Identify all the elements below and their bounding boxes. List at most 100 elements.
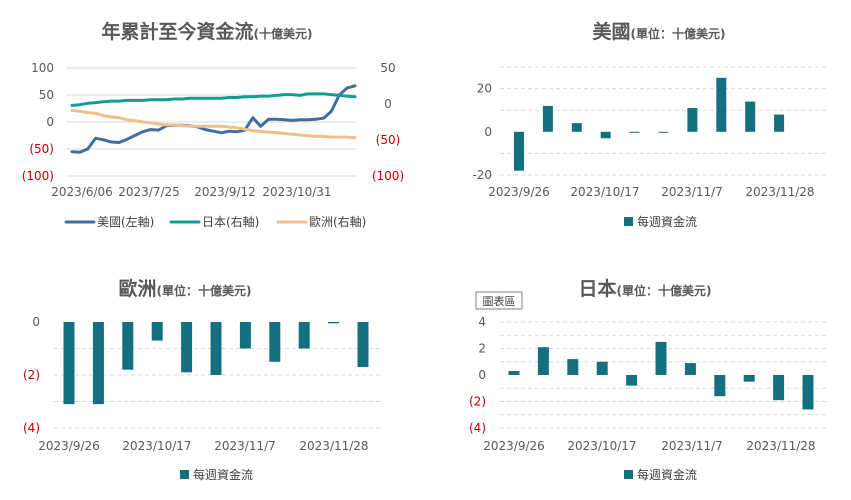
chart3-bar — [210, 322, 222, 375]
chart-area-tag[interactable]: 圖表區 — [475, 291, 523, 310]
chart2-bar — [745, 101, 756, 132]
chart3-bar — [328, 322, 340, 324]
chart2-x-tick: 2023/11/7 — [661, 185, 723, 199]
chart4-bar — [714, 375, 726, 397]
chart3-y-tick: (4) — [23, 421, 40, 435]
chart2-bar — [514, 131, 524, 171]
chart2-y-tick: 0 — [484, 125, 492, 139]
chart2-bar — [542, 105, 553, 132]
chart4-x-tick: 2023/10/17 — [567, 439, 636, 453]
chart2-bar — [687, 108, 698, 132]
chart4-bar — [626, 375, 638, 386]
chart1-x-tick: 2023/9/12 — [194, 185, 256, 199]
chart4-bar — [567, 359, 579, 375]
chart3-bar — [181, 322, 193, 373]
chart1-title-sub: (十億美元) — [254, 26, 313, 41]
chart4-legend-swatch — [624, 470, 633, 479]
chart3-bar — [63, 322, 75, 405]
chart2-plot: 20 0 -20 2023/9/26 2023/10/17 2023/11/7 2023/1… — [472, 66, 826, 199]
chart4-bar — [655, 341, 667, 375]
chart1-line-us — [70, 84, 357, 154]
chart-area-tag-box — [475, 291, 523, 310]
chart2-y-tick: 20 — [477, 82, 492, 96]
chart2-x-tick: 2023/9/26 — [488, 185, 550, 199]
chart1-line-europe — [70, 109, 357, 140]
chart2-title: 美國(單位：十億美元) — [593, 20, 726, 43]
chart2-x-tick: 2023/10/17 — [570, 185, 639, 199]
chart1-right-tick: 50 — [380, 61, 395, 75]
chart3-x-tick: 2023/9/26 — [38, 439, 100, 453]
chart3-y-tick: (2) — [23, 368, 40, 382]
chart1-x-tick: 2023/6/06 — [51, 185, 113, 199]
chart3-title-main: 歐洲 — [119, 277, 157, 300]
chart4-title-main: 日本 — [579, 277, 617, 300]
chart2-x-tick: 2023/11/28 — [745, 185, 814, 199]
chart4-bar — [802, 375, 814, 410]
chart2-bar — [629, 131, 640, 133]
chart2-bar — [658, 131, 669, 133]
chart1-title-main: 年累計至今資金流 — [102, 20, 254, 43]
chart4-y-tick: 0 — [478, 368, 486, 382]
chart2-legend-swatch — [624, 217, 633, 226]
chart1-left-tick: 100 — [31, 61, 54, 75]
chart1-left-tick: 50 — [39, 88, 54, 102]
chart1-right-tick: (100) — [372, 169, 404, 183]
chart4-x-tick: 2023/9/26 — [483, 439, 545, 453]
chart1-right-tick: 0 — [384, 97, 392, 111]
chart4-legend-label: 每週資金流 — [637, 467, 697, 482]
chart1-left-tick: (100) — [22, 169, 54, 183]
chart3-legend-label: 每週資金流 — [193, 467, 253, 482]
chart3-bar — [357, 322, 369, 368]
chart3-bar — [298, 322, 310, 349]
chart1-legend: 美國(左軸) 日本(右軸) 歐洲(右軸) — [64, 214, 366, 229]
chart2-bar — [774, 114, 785, 132]
chart1-left-tick: (50) — [29, 142, 54, 156]
legend-japan-label: 日本(右軸) — [202, 214, 259, 229]
chart3-bar — [239, 322, 251, 349]
chart1-line-japan — [70, 92, 357, 107]
chart4-y-tick: 2 — [478, 342, 486, 356]
chart4-bar — [596, 361, 608, 375]
chart4-bar — [773, 375, 785, 401]
chart4-title-sub: (單位：十億美元) — [617, 283, 712, 298]
chart2-bar — [571, 123, 582, 132]
legend-europe-label: 歐洲(右軸) — [309, 214, 366, 229]
chart3-title: 歐洲(單位：十億美元) — [119, 277, 252, 300]
chart1-series-lines — [70, 84, 357, 154]
chart3-y-tick: 0 — [32, 315, 40, 329]
chart-area-tag-label: 圖表區 — [483, 294, 516, 308]
chart3-bar — [122, 322, 134, 370]
chart1-x-tick: 2023/10/31 — [262, 185, 331, 199]
chart4-y-tick: 4 — [478, 315, 486, 329]
chart3-bar — [92, 322, 104, 405]
legend-us-label: 美國(左軸) — [97, 214, 154, 229]
chart4-bar — [684, 363, 696, 375]
chart2-title-main: 美國 — [593, 20, 631, 43]
ytd-flows-chart: 年累計至今資金流(十億美元) 100 50 0 (50) (100) 50 0 (50) (10… — [22, 20, 404, 229]
chart4-y-tick: (4) — [469, 421, 486, 435]
chart3-legend-swatch — [180, 470, 189, 479]
chart4-title: 日本(單位：十億美元) — [579, 277, 712, 300]
europe-weekly-chart: 歐洲(單位：十億美元) 0 (2) (4) 2023/9/26 2023/10/17 20… — [23, 277, 380, 482]
chart2-title-sub: (單位：十億美元) — [631, 26, 726, 41]
chart2-bar — [716, 77, 727, 132]
chart3-title-sub: (單位：十億美元) — [157, 283, 252, 298]
japan-weekly-chart: 圖表區 日本(單位：十億美元) 4 2 0 (2) (4) 2023/9/26 2023/1… — [469, 277, 826, 482]
chart3-bar — [151, 322, 163, 341]
chart2-y-tick: -20 — [472, 168, 492, 182]
chart3-plot: 0 (2) (4) 2023/9/26 2023/10/17 2023/11/7 2023/… — [23, 315, 380, 453]
chart1-x-tick: 2023/7/25 — [118, 185, 180, 199]
chart3-bar — [269, 322, 281, 362]
chart1-gridlines — [66, 67, 356, 177]
chart4-bar — [537, 347, 549, 375]
chart1-axis-ticks: 100 50 0 (50) (100) 50 0 (50) (100) 2023/6/06 2023… — [22, 61, 404, 199]
chart2-bar — [600, 131, 611, 139]
chart4-plot: 4 2 0 (2) (4) 2023/9/26 2023/10/17 2023/11/7 202… — [469, 315, 826, 453]
chart3-x-tick: 2023/11/7 — [214, 439, 276, 453]
chart3-x-tick: 2023/11/28 — [299, 439, 368, 453]
chart3-x-tick: 2023/10/17 — [122, 439, 191, 453]
chart4-y-tick: (2) — [469, 395, 486, 409]
chart4-x-tick: 2023/11/28 — [746, 439, 815, 453]
chart1-right-tick: (50) — [376, 133, 401, 147]
